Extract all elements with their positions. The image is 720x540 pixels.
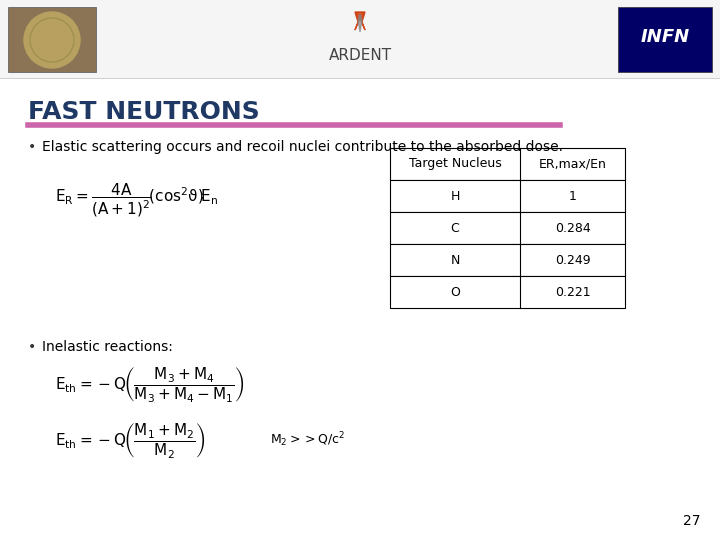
Text: C: C <box>451 221 459 234</box>
Polygon shape <box>355 12 365 30</box>
Circle shape <box>24 12 80 68</box>
Text: ER,max/En: ER,max/En <box>539 158 606 171</box>
Text: N: N <box>450 253 459 267</box>
Text: H: H <box>450 190 459 202</box>
Text: Target Nucleus: Target Nucleus <box>409 158 501 171</box>
Text: 0.284: 0.284 <box>554 221 590 234</box>
Text: FAST NEUTRONS: FAST NEUTRONS <box>28 100 260 124</box>
Bar <box>390 148 625 180</box>
Text: INFN: INFN <box>640 28 690 46</box>
Bar <box>390 180 625 212</box>
Text: Inelastic reactions:: Inelastic reactions: <box>42 340 173 354</box>
Text: 0.249: 0.249 <box>554 253 590 267</box>
Text: 0.221: 0.221 <box>554 286 590 299</box>
Text: $\mathrm{E_{R}=\dfrac{4A}{(A+1)^{2}}\!\left(\cos^{2}\!\vartheta\right)\!E_{n}}$: $\mathrm{E_{R}=\dfrac{4A}{(A+1)^{2}}\!\l… <box>55 181 219 219</box>
Text: $\mathrm{E_{th}=-Q\!\left(\dfrac{M_{1}+M_{2}}{M_{2}}\right)}$: $\mathrm{E_{th}=-Q\!\left(\dfrac{M_{1}+M… <box>55 421 206 460</box>
Bar <box>8 7 96 72</box>
Bar <box>390 244 625 276</box>
Bar <box>390 212 625 244</box>
Text: O: O <box>450 286 460 299</box>
Polygon shape <box>358 14 362 32</box>
Text: Elastic scattering occurs and recoil nuclei contribute to the absorbed dose.: Elastic scattering occurs and recoil nuc… <box>42 140 563 154</box>
Text: 27: 27 <box>683 514 700 528</box>
Text: 1: 1 <box>569 190 577 202</box>
Text: ARDENT: ARDENT <box>328 48 392 63</box>
Text: •: • <box>28 340 36 354</box>
Text: •: • <box>28 140 36 154</box>
Bar <box>390 276 625 308</box>
Text: $\mathrm{M_{2}>>Q/c^{2}}$: $\mathrm{M_{2}>>Q/c^{2}}$ <box>270 431 345 449</box>
Bar <box>0 0 720 78</box>
Bar <box>618 7 712 72</box>
Text: $\mathrm{E_{th}=-Q\!\left(\dfrac{M_{3}+M_{4}}{M_{3}+M_{4}-M_{1}}\right)}$: $\mathrm{E_{th}=-Q\!\left(\dfrac{M_{3}+M… <box>55 366 245 404</box>
